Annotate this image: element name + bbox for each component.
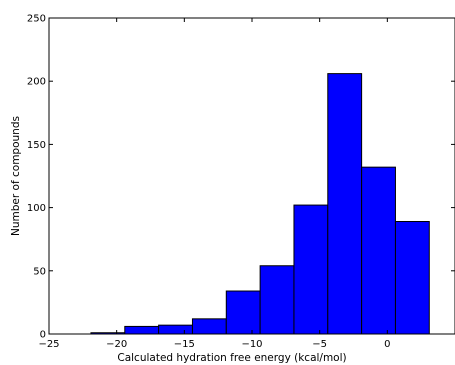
histogram-bar-1 <box>124 325 160 335</box>
x-tick-label: −20 <box>106 339 127 350</box>
y-tick-label: 100 <box>27 203 46 214</box>
x-tick-label: −10 <box>241 339 262 350</box>
histogram-bar-3 <box>191 318 227 335</box>
histogram-bar-5 <box>259 265 295 335</box>
x-tick-label: 0 <box>384 339 390 350</box>
bars-group <box>90 73 430 335</box>
y-tick-label: 200 <box>27 77 46 88</box>
y-axis-ticks: 0 50 100 150 200 250 <box>27 14 455 341</box>
y-tick-label: 0 <box>40 330 46 341</box>
histogram-bar-2 <box>158 324 193 335</box>
x-axis-ticks: −25 −20 −15 −10 −5 0 <box>38 18 391 350</box>
histogram-bar-8 <box>361 166 396 335</box>
x-axis-label: Calculated hydration free energy (kcal/m… <box>117 352 346 364</box>
y-tick-label: 250 <box>27 14 46 25</box>
histogram-bar-4 <box>225 290 261 335</box>
y-axis-label: Number of compounds <box>10 116 22 236</box>
y-tick-label: 50 <box>33 266 46 277</box>
histogram-bar-9 <box>394 221 430 335</box>
x-tick-label: −5 <box>312 339 327 350</box>
x-tick-label: −25 <box>38 339 59 350</box>
x-tick-label: −15 <box>174 339 195 350</box>
y-tick-label: 150 <box>27 140 46 151</box>
histogram-bar-7 <box>327 73 363 335</box>
histogram-bar-6 <box>293 204 329 335</box>
